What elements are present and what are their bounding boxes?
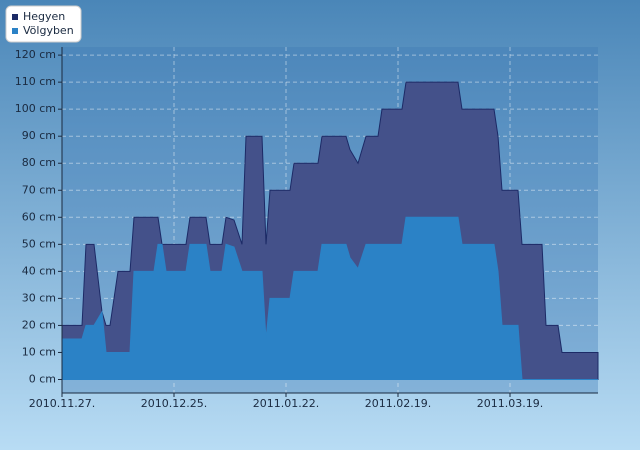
x-tick-label: 2010.11.27. <box>29 397 95 410</box>
x-tick-label: 2011.03.19. <box>477 397 543 410</box>
legend: Hegyen Völgyben <box>5 5 82 43</box>
legend-box <box>5 5 82 43</box>
x-tick-label: 2011.02.19. <box>365 397 431 410</box>
y-tick-label: 60 cm <box>22 210 56 223</box>
y-tick-label: 10 cm <box>22 345 56 358</box>
y-tick-label: 30 cm <box>22 291 56 304</box>
y-tick-label: 120 cm <box>15 48 56 61</box>
y-tick-label: 80 cm <box>22 156 56 169</box>
x-tick-label: 2011.01.22. <box>253 397 319 410</box>
y-tick-label: 90 cm <box>22 129 56 142</box>
y-tick-label: 40 cm <box>22 264 56 277</box>
y-tick-label: 100 cm <box>15 102 56 115</box>
y-tick-label: 110 cm <box>15 75 56 88</box>
legend-label: Hegyen <box>23 10 65 23</box>
area <box>61 216 598 380</box>
legend-swatch <box>12 28 18 34</box>
y-tick-label: 70 cm <box>22 183 56 196</box>
y-tick-label: 50 cm <box>22 237 56 250</box>
x-tick-label: 2010.12.25. <box>141 397 207 410</box>
legend-swatch <box>12 14 18 20</box>
y-tick-label: 20 cm <box>22 318 56 331</box>
y-tick-label: 0 cm <box>29 372 56 385</box>
legend-label: Völgyben <box>23 24 74 37</box>
plot-area: 0 cm 10 cm 20 cm 30 cm 40 cm 50 cm 60 cm 70 cm 8… <box>15 47 599 410</box>
